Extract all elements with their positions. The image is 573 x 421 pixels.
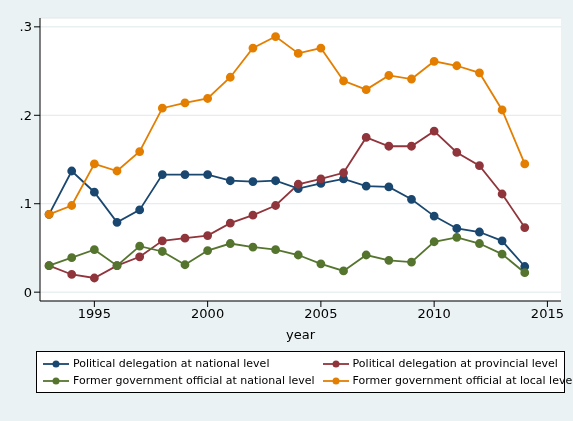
svg-text:.2: .2 — [20, 108, 32, 123]
html-text:Political delegation at provin: Political delegation at provincial level — [352, 357, 558, 370]
svg-text:year: year — [286, 327, 316, 342]
svg-text:.1: .1 — [20, 196, 32, 211]
svg-text:1995: 1995 — [78, 306, 111, 321]
html-text:Political delegation at nation: Political delegation at national level — [73, 357, 270, 370]
svg-text:2005: 2005 — [304, 306, 337, 321]
svg-text:2015: 2015 — [531, 306, 564, 321]
svg-text:.3: .3 — [20, 19, 32, 34]
svg-text:2010: 2010 — [418, 306, 451, 321]
html-text:Former government official at: Former government official at national l… — [73, 374, 315, 387]
svg-text:0: 0 — [24, 285, 32, 300]
svg-text:2000: 2000 — [191, 306, 224, 321]
